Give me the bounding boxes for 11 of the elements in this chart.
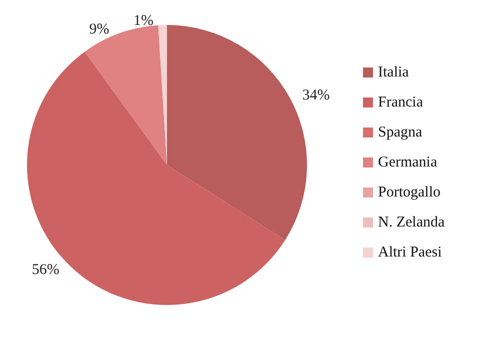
legend-label: Francia	[378, 94, 424, 110]
data-label: 1%	[133, 13, 154, 30]
data-label: 34%	[302, 88, 330, 104]
data-label: 9%	[89, 22, 110, 38]
legend-label: Germania	[378, 154, 438, 170]
legend-label: Portogallo	[378, 184, 440, 200]
legend-label: Spagna	[378, 124, 422, 140]
legend-label: N. Zelanda	[378, 214, 445, 230]
data-label: 56%	[32, 262, 60, 278]
legend-label: Altri Paesi	[378, 244, 442, 260]
legend-label: Italia	[378, 64, 410, 80]
